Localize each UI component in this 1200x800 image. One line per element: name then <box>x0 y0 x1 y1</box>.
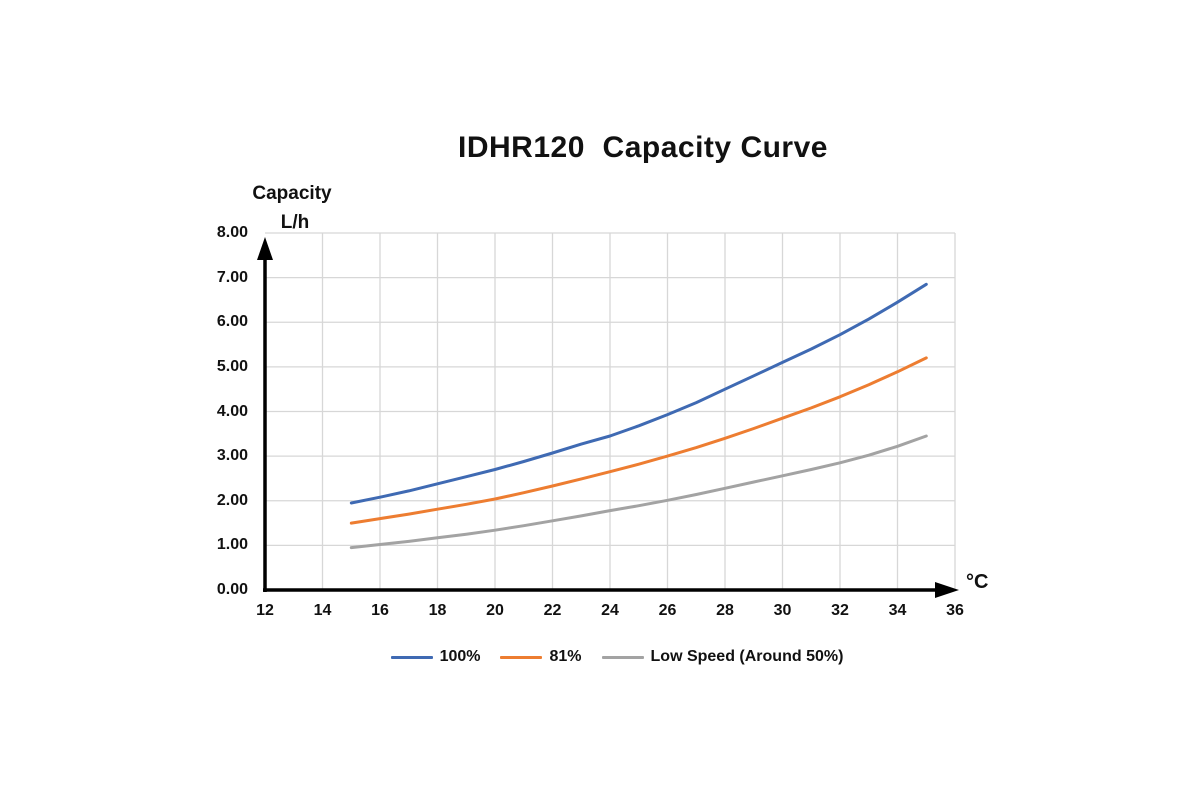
legend-line-sample <box>601 655 644 659</box>
x-tick-label: 16 <box>371 602 389 619</box>
x-tick-label: 34 <box>888 602 907 619</box>
chart-title: IDHR120 Capacity Curve <box>458 131 828 164</box>
y-axis-unit-label: L/h <box>280 212 310 233</box>
y-tick-label: 5.00 <box>216 357 248 375</box>
y-tick-label: 4.00 <box>216 402 248 420</box>
y-tick-label: 7.00 <box>216 268 248 286</box>
x-tick-label: 26 <box>658 602 677 619</box>
y-tick-label: 0.00 <box>216 581 248 598</box>
legend-item-low-speed-around-50: Low Speed (Around 50%) <box>601 648 844 666</box>
x-tick-label: 36 <box>946 602 964 619</box>
x-tick-label: 30 <box>773 602 792 619</box>
legend-line-sample <box>390 655 433 659</box>
y-axis-arrowhead <box>257 237 273 260</box>
x-tick-label: 14 <box>313 602 332 619</box>
x-axis-unit-label: °C <box>966 571 989 593</box>
x-tick-label: 28 <box>716 602 734 619</box>
x-tick-label: 32 <box>831 602 849 619</box>
y-tick-label: 6.00 <box>216 313 248 331</box>
x-tick-label: 24 <box>601 602 619 619</box>
curve-100 <box>349 282 928 505</box>
y-tick-label: 8.00 <box>216 224 248 241</box>
x-tick-label: 20 <box>486 602 504 619</box>
legend-label: Low Speed (Around 50%) <box>650 648 844 665</box>
legend-item-81: 81% <box>500 648 582 666</box>
legend-label: 81% <box>549 648 582 665</box>
x-tick-label: 22 <box>543 602 562 619</box>
x-axis-arrowhead <box>935 582 959 598</box>
y-axis-label: Capacity <box>252 183 332 204</box>
legend-item-100: 100% <box>390 648 481 666</box>
legend-line-sample <box>500 655 543 659</box>
curve-81 <box>349 356 928 525</box>
x-tick-label: 12 <box>256 602 274 619</box>
y-tick-label: 1.00 <box>216 536 248 554</box>
curve-low-speed-around-50 <box>349 434 928 550</box>
x-tick-label: 18 <box>428 602 447 619</box>
legend-label: 100% <box>439 648 481 665</box>
y-tick-label: 3.00 <box>216 447 248 465</box>
y-tick-label: 2.00 <box>216 491 248 509</box>
legend: 100% 81% Low Speed (Around 50%) <box>0 648 1200 666</box>
